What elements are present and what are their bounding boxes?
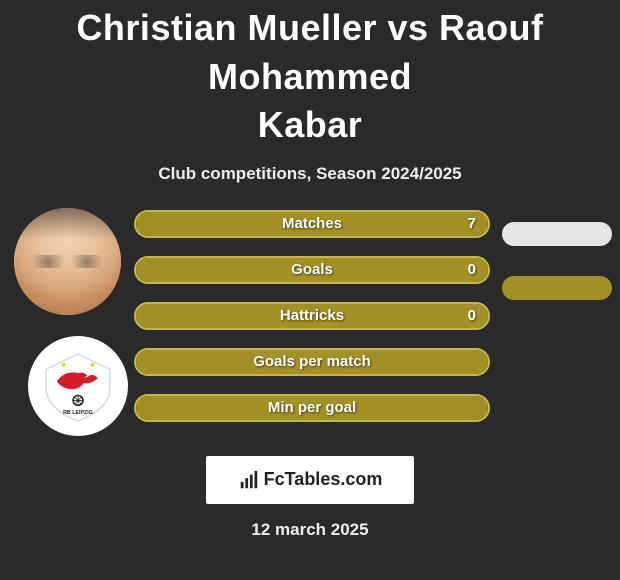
comparison-card: Christian Mueller vs Raouf Mohammed Kaba… [0,0,620,540]
stat-bar: Goals0 [134,256,490,284]
stat-bar: Matches7 [134,210,490,238]
stat-label: Goals per match [136,350,488,374]
stat-label: Goals [136,258,488,282]
stat-label: Matches [136,212,488,236]
page-title: Christian Mueller vs Raouf Mohammed Kaba… [0,0,620,150]
club-badge: RB LEIPZIG [28,336,128,436]
rb-leipzig-logo-icon: RB LEIPZIG [40,348,116,424]
stat-bar: Min per goal [134,394,490,422]
left-column: RB LEIPZIG [8,210,128,450]
stat-value: 7 [468,212,476,236]
stat-value: 0 [468,258,476,282]
stat-value: 0 [468,304,476,328]
main-row: RB LEIPZIG Matches7Goals0Hattricks0Goals… [0,210,620,450]
svg-text:RB LEIPZIG: RB LEIPZIG [63,410,93,416]
stat-bar: Goals per match [134,348,490,376]
chart-icon [238,469,260,491]
avatar-face [14,208,121,315]
player-avatar [14,208,121,315]
brand-box[interactable]: FcTables.com [206,456,414,504]
comparison-pill [502,222,612,246]
brand-label: FcTables.com [238,469,383,491]
comparison-pill [502,276,612,300]
avatar-shadow [14,208,121,240]
avatar-eyes [14,255,121,268]
subtitle: Club competitions, Season 2024/2025 [0,164,620,184]
brand-text: FcTables.com [264,469,383,490]
right-column [496,210,612,330]
stats-bars: Matches7Goals0Hattricks0Goals per matchM… [128,210,496,440]
stat-bar: Hattricks0 [134,302,490,330]
stat-label: Hattricks [136,304,488,328]
title-line-1: Christian Mueller vs Raouf Mohammed [76,7,543,97]
date-label: 12 march 2025 [0,520,620,540]
stat-label: Min per goal [136,396,488,420]
title-line-2: Kabar [258,104,363,145]
